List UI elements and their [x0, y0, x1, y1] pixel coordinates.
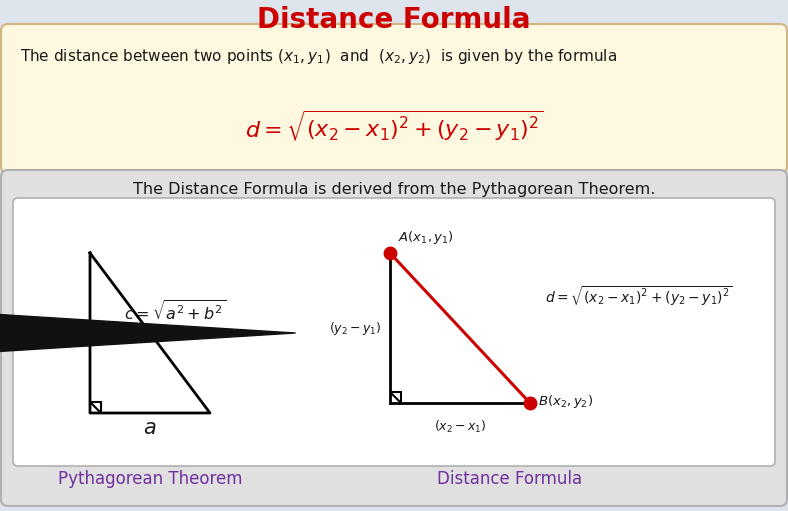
Text: $B(x_2, y_2)$: $B(x_2, y_2)$: [538, 392, 593, 409]
FancyBboxPatch shape: [1, 24, 787, 173]
Text: $b$: $b$: [69, 323, 83, 343]
Text: The Distance Formula is derived from the Pythagorean Theorem.: The Distance Formula is derived from the…: [133, 181, 655, 197]
Text: $(x_2 - x_1)$: $(x_2 - x_1)$: [433, 419, 486, 435]
Text: $a$: $a$: [143, 418, 157, 438]
Text: Distance Formula: Distance Formula: [437, 470, 582, 488]
FancyBboxPatch shape: [1, 170, 787, 506]
Text: $c = \sqrt{a^2 + b^2}$: $c = \sqrt{a^2 + b^2}$: [124, 299, 226, 323]
Text: Distance Formula: Distance Formula: [257, 6, 531, 34]
FancyBboxPatch shape: [13, 198, 775, 466]
Text: $A(x_1, y_1)$: $A(x_1, y_1)$: [398, 228, 454, 245]
Text: $d = \sqrt{(x_2 - x_1)^2 + (y_2 - y_1)^2}$: $d = \sqrt{(x_2 - x_1)^2 + (y_2 - y_1)^2…: [545, 284, 733, 308]
Text: Pythagorean Theorem: Pythagorean Theorem: [58, 470, 242, 488]
Text: The distance between two points $(x_1, y_1)$  and  $(x_2, y_2)$  is given by the: The distance between two points $(x_1, y…: [20, 47, 617, 65]
Text: $(y_2 - y_1)$: $(y_2 - y_1)$: [329, 319, 382, 337]
Text: $d = \sqrt{\left(x_2 - x_1\right)^2 + \left(y_2 - y_1\right)^2}$: $d = \sqrt{\left(x_2 - x_1\right)^2 + \l…: [244, 109, 544, 144]
